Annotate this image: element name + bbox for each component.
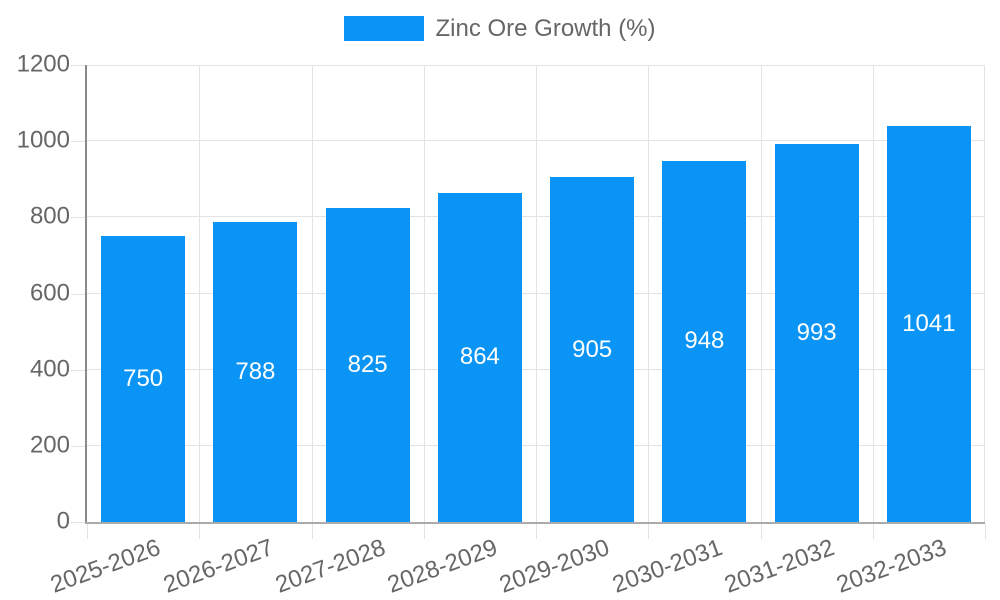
x-tick-label: 2026-2027 — [159, 534, 277, 599]
bar[interactable]: 788 — [213, 221, 298, 522]
x-tick-label: 2028-2029 — [384, 534, 502, 599]
bar-value-label: 905 — [572, 335, 613, 363]
bar[interactable]: 993 — [774, 143, 859, 522]
x-axis-line — [85, 522, 985, 524]
y-axis-line — [85, 65, 87, 524]
x-tick-mark — [199, 524, 201, 539]
gridline-vertical — [648, 65, 650, 522]
bar-value-label: 948 — [684, 327, 725, 355]
x-tick-mark — [423, 524, 425, 539]
x-tick-mark — [872, 524, 874, 539]
x-tick-mark — [985, 524, 986, 539]
x-tick-label: 2030-2031 — [608, 534, 726, 599]
y-tick-mark — [71, 293, 87, 295]
bar[interactable]: 948 — [662, 160, 747, 522]
gridline-vertical — [423, 65, 425, 522]
gridline-vertical — [199, 65, 201, 522]
bar-value-label: 1041 — [902, 309, 956, 337]
y-tick-label: 1000 — [16, 126, 70, 154]
gridline-vertical — [984, 65, 985, 522]
plot-area: 750 788 825 864 905 948 993 1041 — [87, 65, 985, 522]
y-tick-mark — [71, 522, 87, 523]
bar[interactable]: 864 — [437, 192, 522, 522]
legend-label: Zinc Ore Growth (%) — [435, 15, 656, 42]
y-tick-mark — [71, 217, 87, 219]
y-tick-mark — [71, 141, 87, 143]
x-tick-mark — [87, 524, 88, 539]
bar-value-label: 750 — [123, 365, 164, 393]
x-tick-mark — [311, 524, 313, 539]
x-tick-label: 2029-2030 — [496, 534, 614, 599]
gridline-vertical — [760, 65, 762, 522]
x-tick-mark — [760, 524, 762, 539]
x-tick-mark — [536, 524, 537, 539]
bar-value-label: 993 — [796, 318, 837, 346]
bar-value-label: 788 — [235, 357, 276, 385]
gridline-vertical — [311, 65, 313, 522]
bar[interactable]: 825 — [325, 207, 410, 522]
bar[interactable]: 1041 — [886, 125, 971, 522]
y-tick-mark — [71, 65, 87, 66]
bar[interactable]: 750 — [101, 236, 186, 522]
x-tick-label: 2027-2028 — [271, 534, 389, 599]
x-tick-label: 2032-2033 — [833, 534, 951, 599]
y-tick-mark — [71, 445, 87, 447]
y-tick-label: 1200 — [16, 50, 70, 78]
x-tick-label: 2031-2032 — [720, 534, 838, 599]
gridline-vertical — [872, 65, 874, 522]
y-tick-label: 0 — [56, 507, 70, 535]
gridline-vertical — [536, 65, 537, 522]
x-tick-mark — [648, 524, 650, 539]
bar-value-label: 864 — [459, 343, 500, 371]
legend-swatch — [344, 16, 425, 41]
bar-value-label: 825 — [347, 350, 388, 378]
bar[interactable]: 905 — [550, 177, 635, 522]
y-tick-label: 200 — [29, 431, 70, 459]
y-tick-label: 400 — [29, 355, 70, 383]
y-tick-mark — [71, 369, 87, 371]
legend[interactable]: Zinc Ore Growth (%) — [0, 14, 1000, 43]
y-tick-label: 800 — [29, 202, 70, 230]
x-tick-label: 2025-2026 — [47, 534, 165, 599]
y-tick-label: 600 — [29, 278, 70, 306]
